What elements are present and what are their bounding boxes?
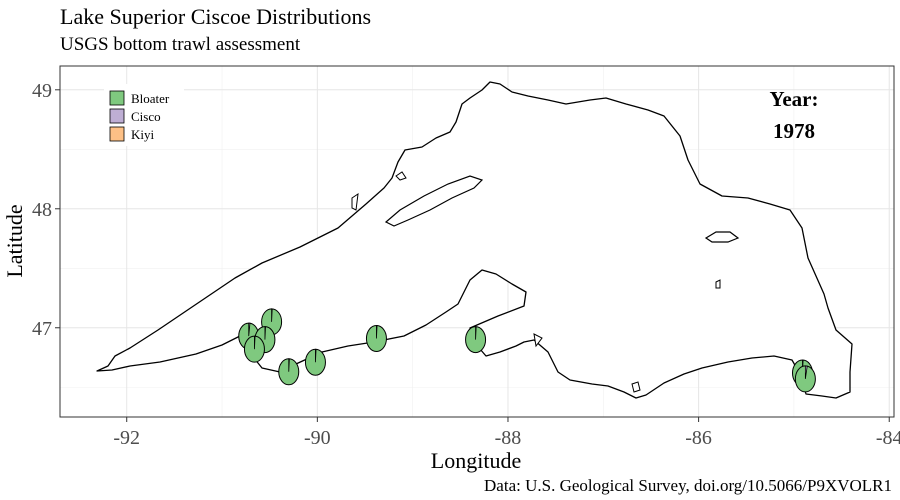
michipicoten-island [704, 231, 740, 243]
small-island [351, 192, 359, 211]
other-slice [264, 326, 266, 340]
other-slice [271, 308, 273, 322]
other-slice [804, 365, 808, 379]
x-tick-label: -90 [304, 427, 331, 449]
other-slice [288, 358, 290, 372]
trawl-site-pie [278, 358, 300, 386]
small-island [533, 333, 543, 348]
x-tick-label: -86 [685, 427, 712, 449]
y-axis: 47 48 49 [32, 80, 60, 340]
legend-key [109, 90, 125, 106]
trawl-site-pie [243, 335, 265, 363]
small-island [395, 171, 407, 181]
trawl-site-pie [304, 348, 326, 376]
y-axis-title: Latitude [2, 204, 27, 277]
other-slice [248, 322, 251, 337]
trawl-points [238, 308, 816, 393]
other-slice [376, 325, 378, 339]
y-tick-label: 48 [32, 199, 52, 221]
x-axis-title: Longitude [431, 448, 521, 473]
x-tick-label: -84 [876, 427, 900, 449]
other-slice [254, 335, 256, 350]
other-slice [315, 348, 317, 363]
isle-royale [384, 175, 484, 227]
trawl-site-pie [465, 326, 487, 354]
x-axis: -92 -90 -88 -86 -84 [113, 417, 900, 449]
legend: Bloater Cisco Kiyi [104, 84, 184, 146]
legend-label: Cisco [131, 109, 161, 124]
legend-label: Kiyi [131, 127, 155, 142]
trawl-site-pie [365, 324, 387, 352]
data-source-caption: Data: U.S. Geological Survey, doi.org/10… [484, 476, 892, 495]
x-tick-label: -88 [495, 427, 522, 449]
legend-key [109, 126, 125, 142]
page-subtitle: USGS bottom trawl assessment [60, 34, 301, 55]
x-tick-label: -92 [113, 427, 140, 449]
y-tick-label: 47 [32, 318, 52, 340]
year-label: Year: [770, 87, 819, 111]
lake-shoreline [96, 81, 853, 399]
small-island [715, 279, 721, 289]
trawl-site-pie [794, 365, 816, 393]
small-island [631, 381, 641, 393]
panel-border [59, 65, 895, 418]
legend-label: Bloater [131, 91, 170, 106]
y-tick-label: 49 [32, 80, 52, 102]
legend-key [109, 108, 125, 124]
other-slice [475, 326, 477, 340]
page-title: Lake Superior Ciscoe Distributions [60, 4, 371, 29]
plot-panel [59, 65, 895, 418]
year-value: 1978 [773, 119, 815, 143]
